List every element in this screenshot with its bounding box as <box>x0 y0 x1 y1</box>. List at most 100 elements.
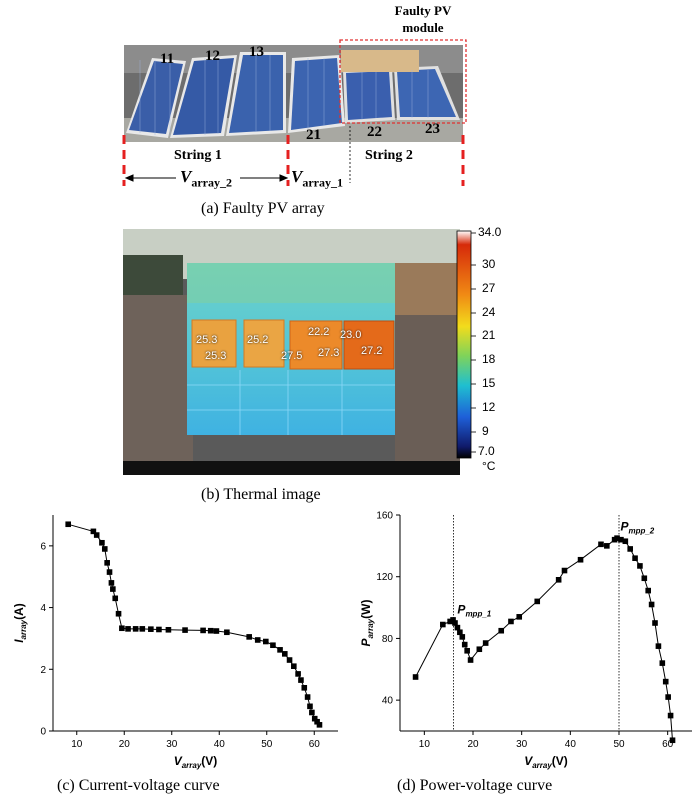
y-tick-label: 2 <box>40 665 46 676</box>
data-point <box>291 663 297 669</box>
data-point <box>508 618 514 625</box>
v-array1-sub: array_1 <box>302 175 343 190</box>
data-point <box>652 620 658 626</box>
data-point <box>110 586 116 592</box>
data-point <box>99 539 105 546</box>
data-point <box>459 634 466 640</box>
data-point <box>476 646 483 653</box>
data-point <box>627 546 633 552</box>
y-tick-label: 120 <box>376 572 393 583</box>
data-point <box>282 651 288 657</box>
caption-c: (c) Current-voltage curve <box>57 777 220 794</box>
panel-22 <box>343 68 395 123</box>
y-tick-label: 6 <box>40 541 46 552</box>
data-point <box>298 677 304 683</box>
v-array2-label: Varray_2 <box>180 167 232 190</box>
data-point <box>516 614 523 620</box>
data-point <box>101 546 108 552</box>
data-point <box>648 601 655 608</box>
x-tick-label: 60 <box>662 739 674 750</box>
data-point <box>295 671 301 677</box>
data-point <box>156 626 162 633</box>
data-point <box>108 580 115 586</box>
temp-reading: 25.3 <box>205 350 227 362</box>
chart-iv-curve: 10 20 30 40 50 60 0 2 4 6 Varray(V) Iarray(A) <box>12 515 338 770</box>
cbar-tick-24: 24 <box>482 305 496 319</box>
data-point <box>632 555 638 561</box>
y-tick-label: 40 <box>382 696 394 707</box>
y-axis-label: Iarray(A) <box>12 603 28 643</box>
data-point <box>139 626 146 632</box>
data-point <box>659 660 666 666</box>
y-axis-label: Parray(W) <box>359 600 375 647</box>
x-axis-label: Varray(V) <box>524 754 568 770</box>
faulty-module-cover <box>341 50 419 72</box>
cbar-tick-30: 30 <box>482 257 496 271</box>
cbar-tick-9: 9 <box>482 424 489 438</box>
string1-label: String 1 <box>174 148 222 163</box>
panel-label-22: 22 <box>367 124 382 140</box>
x-tick-label: 10 <box>71 739 83 750</box>
data-point <box>482 640 489 646</box>
data-point <box>447 618 453 625</box>
y-tick-label: 80 <box>382 634 394 645</box>
faulty-module-box <box>339 39 467 124</box>
data-point <box>665 694 671 700</box>
v-array2-sub: array_2 <box>191 175 232 190</box>
caption-b: (b) Thermal image <box>201 486 321 503</box>
data-point <box>614 535 620 541</box>
temp-reading: 25.2 <box>247 334 269 346</box>
panel-11 <box>126 58 186 138</box>
x-tick-label: 50 <box>613 739 625 750</box>
chart-pv-curve: 10 20 30 40 50 60 40 80 120 160 Varray(V) Parray(W)… <box>359 511 692 770</box>
data-point <box>461 641 468 648</box>
x-tick-label: 50 <box>261 739 273 750</box>
data-point <box>412 674 419 680</box>
cbar-unit: °C <box>482 459 496 473</box>
x-tick-label: 20 <box>467 739 479 750</box>
data-point <box>65 521 71 528</box>
v-array1-main: V <box>291 167 303 186</box>
panel-12 <box>170 55 237 138</box>
data-point <box>498 627 505 634</box>
temp-reading: 25.3 <box>196 334 218 346</box>
data-point <box>662 678 669 685</box>
data-point <box>93 532 100 538</box>
data-point <box>304 694 311 700</box>
x-tick-label: 40 <box>214 739 226 750</box>
data-point <box>119 625 125 632</box>
x-tick-label: 40 <box>565 739 577 750</box>
data-point <box>132 626 139 632</box>
temp-reading: 22.2 <box>308 326 330 338</box>
data-point <box>655 643 662 649</box>
x-axis-label: Varray(V) <box>174 754 218 770</box>
data-point <box>213 628 220 634</box>
data-point <box>561 567 568 574</box>
cbar-tick-18: 18 <box>482 352 496 366</box>
data-point <box>454 624 461 631</box>
data-point <box>316 722 323 728</box>
data-point <box>112 595 119 602</box>
y-tick-label: 0 <box>40 727 46 738</box>
caption-d: (d) Power-voltage curve <box>397 777 553 794</box>
cbar-tick-27: 27 <box>482 281 496 295</box>
cbar-tick-12: 12 <box>482 400 496 414</box>
data-point <box>577 556 584 563</box>
data-point <box>165 626 172 633</box>
data-point <box>307 703 313 710</box>
x-tick-label: 30 <box>516 739 528 750</box>
cbar-tick-7: 7.0 <box>478 444 495 458</box>
figure-b: 34.0 30 27 24 21 18 15 12 9 7.0 °C 25.3 … <box>0 225 699 505</box>
data-point <box>641 575 648 582</box>
data-point <box>450 617 456 623</box>
data-point <box>464 647 470 654</box>
data-point <box>115 610 122 617</box>
data-point <box>254 637 261 643</box>
data-point <box>311 715 318 722</box>
v-array1-label: Varray_1 <box>291 167 343 190</box>
data-point <box>622 538 629 545</box>
pv-array-photo <box>122 39 467 186</box>
data-point <box>314 718 320 725</box>
data-point <box>90 528 97 535</box>
data-point <box>207 627 214 634</box>
